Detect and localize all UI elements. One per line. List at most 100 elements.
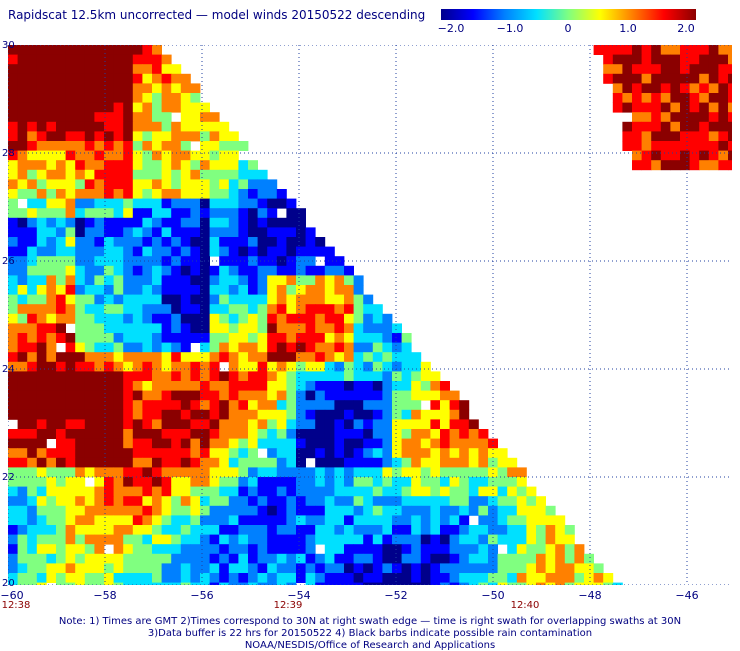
wind-cell [401,419,412,430]
wind-cell [296,534,306,545]
wind-cell [8,323,18,334]
wind-cell [622,83,633,94]
wind-cell [670,64,681,75]
wind-cell [660,102,671,113]
wind-cell [132,102,143,113]
wind-cell [334,496,345,507]
wind-cell [190,237,201,247]
wind-cell [200,419,210,430]
wind-cell [651,73,662,84]
wind-cell [36,131,47,142]
wind-cell [411,429,422,439]
wind-cell [27,54,38,65]
wind-cell [132,150,143,161]
wind-cell [228,227,239,238]
wind-cell [305,227,316,238]
wind-cell [65,160,76,171]
wind-cell [267,275,278,286]
wind-cell [680,73,690,84]
wind-cell [75,505,86,516]
wind-cell [84,400,95,411]
wind-cell [267,246,278,257]
wind-cell [56,73,66,84]
wind-cell [449,400,460,411]
wind-cell [248,169,258,180]
wind-cell [670,54,681,65]
wind-cell [200,179,210,190]
colorbar-tick-3: 0 [564,22,572,35]
wind-cell [123,208,134,219]
wind-cell [84,467,95,478]
wind-cell [123,381,134,391]
wind-cell [344,371,354,382]
wind-cell [84,582,95,585]
wind-cell [17,189,28,199]
wind-cell [401,553,412,564]
wind-cell [286,217,297,228]
wind-cell [8,457,18,468]
wind-cell [228,371,239,382]
wind-cell [17,131,28,142]
wind-cell [161,93,172,103]
wind-cell [296,208,306,219]
wind-cell [708,121,719,132]
wind-cell [190,256,201,267]
wind-cell [56,217,66,228]
wind-cell [180,342,191,353]
wind-cell [94,45,105,55]
wind-cell [219,121,230,132]
wind-cell [94,54,105,65]
wind-cell [622,64,633,75]
wind-cell [324,419,335,430]
wind-cell [94,83,105,94]
wind-cell [440,573,450,583]
wind-cell [27,409,38,420]
wind-cell [46,54,57,65]
wind-cell [632,83,642,94]
wind-cell [315,323,326,334]
wind-cell [132,400,143,411]
wind-cell [190,121,201,132]
wind-cell [27,237,38,247]
wind-cell [257,553,268,564]
wind-cell [382,496,393,507]
wind-cell [161,73,172,84]
wind-cell [305,477,316,487]
wind-cell [123,45,134,55]
wind-cell [132,477,143,487]
wind-cell [190,381,201,391]
wind-cell [161,246,172,257]
wind-cell [8,112,18,123]
wind-cell [382,419,393,430]
wind-cell [296,285,306,295]
wind-cell [84,371,95,382]
wind-cell [46,381,57,391]
wind-cell [276,553,287,564]
wind-cell [276,400,287,411]
wind-cell [75,419,86,430]
wind-cell [228,573,239,583]
wind-cell [296,400,306,411]
wind-cell [84,237,95,247]
wind-cell [296,294,306,305]
wind-cell [497,467,508,478]
wind-cell [46,121,57,132]
wind-cell [152,208,162,219]
wind-cell [132,217,143,228]
wind-cell [267,544,278,555]
wind-cell [555,573,566,583]
wind-cell [113,553,124,564]
wind-cell [36,141,47,151]
wind-cell [372,525,383,535]
wind-cell [286,534,297,545]
wind-cell [507,553,518,564]
wind-cell [459,563,470,574]
wind-cell [219,333,230,343]
wind-cell [180,73,191,84]
wind-cell [75,438,86,449]
wind-cell [699,102,710,113]
wind-cell [75,45,86,55]
wind-cell [238,342,249,353]
wind-cell [142,438,153,449]
wind-cell [84,304,95,315]
